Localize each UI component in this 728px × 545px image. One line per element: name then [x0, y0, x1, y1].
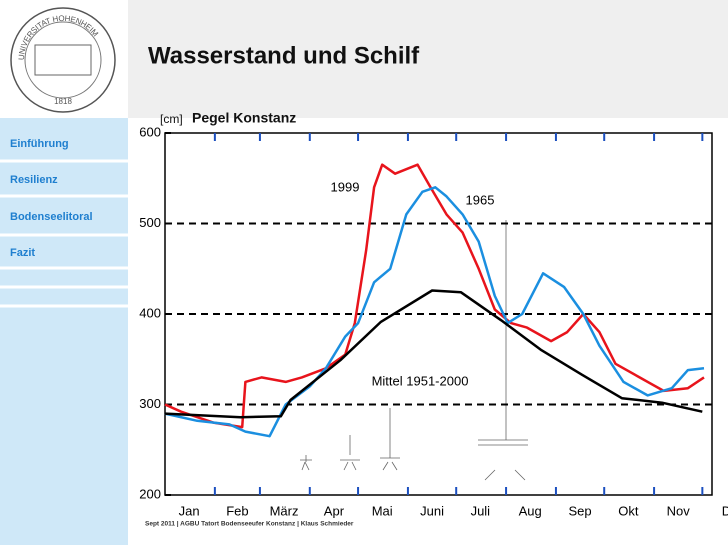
- nav-item[interactable]: Bodenseelitoral: [10, 211, 93, 223]
- x-tick-label: Juli: [471, 503, 491, 518]
- footer: Sept 2011 | AGBU Tatort Bodenseeufer Kon…: [145, 521, 354, 528]
- x-tick-label: Okt: [618, 503, 639, 518]
- nav-item[interactable]: Einführung: [10, 138, 69, 150]
- logo-year: 1818: [54, 97, 72, 106]
- x-tick-label: D: [722, 503, 728, 518]
- x-tick-label: Aug: [519, 503, 542, 518]
- annotation: Mittel 1951-2000: [372, 373, 469, 388]
- y-tick-label: 400: [139, 305, 161, 320]
- slide: UNIVERSITAT HOHENHEIM 1818 Wasserstand u…: [0, 0, 728, 545]
- nav-item[interactable]: Fazit: [10, 247, 35, 259]
- y-tick-label: 500: [139, 215, 161, 230]
- y-tick-label: 200: [139, 486, 161, 501]
- x-tick-label: Feb: [226, 503, 248, 518]
- x-tick-label: Mai: [372, 503, 393, 518]
- page-title: Wasserstand und Schilf: [148, 42, 420, 69]
- annotation: 1965: [466, 192, 495, 207]
- annotation: 1999: [331, 179, 360, 194]
- x-tick-label: Juni: [420, 503, 444, 518]
- nav-item[interactable]: Resilienz: [10, 174, 58, 186]
- x-tick-label: März: [270, 503, 299, 518]
- y-tick-label: 600: [139, 124, 161, 139]
- x-tick-label: Apr: [324, 503, 345, 518]
- x-tick-label: Nov: [667, 503, 691, 518]
- x-tick-label: Sep: [569, 503, 592, 518]
- logo: UNIVERSITAT HOHENHEIM 1818: [11, 8, 115, 112]
- y-tick-label: 300: [139, 396, 161, 411]
- x-tick-label: Jan: [179, 503, 200, 518]
- y-axis-label: [cm]: [160, 112, 183, 126]
- chart-title: Pegel Konstanz: [192, 110, 296, 126]
